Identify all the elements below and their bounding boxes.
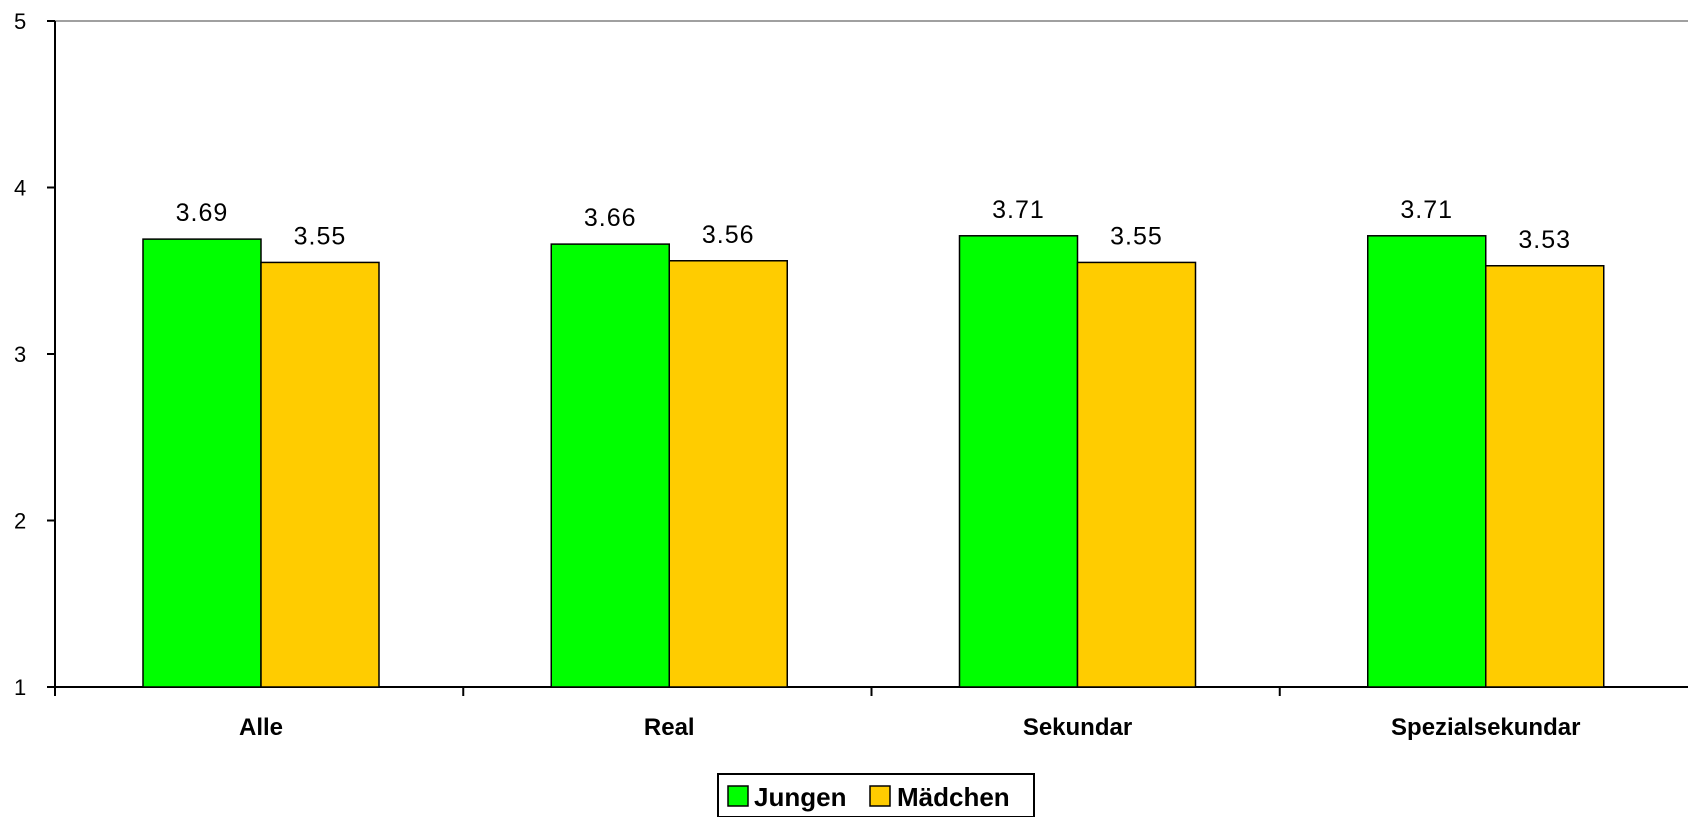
bar-jungen-real xyxy=(550,243,670,688)
x-category-label: Spezialsekundar xyxy=(1391,714,1580,741)
bar-maedchen-alle xyxy=(260,261,380,688)
y-tick-label: 4 xyxy=(14,176,26,201)
data-label: 3.55 xyxy=(1110,222,1163,250)
y-tick-label: 2 xyxy=(14,509,26,534)
data-label: 3.56 xyxy=(702,221,755,249)
legend-label-maedchen: Mädchen xyxy=(897,782,1010,812)
y-tick-label: 5 xyxy=(14,9,26,34)
x-category-label: Sekundar xyxy=(1023,714,1132,741)
data-label: 3.66 xyxy=(584,204,637,232)
legend: Jungen Mädchen xyxy=(717,773,1035,817)
data-label: 3.71 xyxy=(1400,196,1453,224)
y-tick-label: 3 xyxy=(14,342,26,367)
legend-label-jungen: Jungen xyxy=(754,782,846,812)
bar-jungen-sekundar xyxy=(958,235,1079,688)
y-ticks: 1 2 3 4 5 xyxy=(14,9,55,700)
bar-jungen-alle xyxy=(142,238,262,688)
legend-swatch-maedchen xyxy=(869,785,891,807)
bars xyxy=(142,235,1605,688)
data-label: 3.71 xyxy=(992,196,1045,224)
bar-maedchen-spezialsekundar xyxy=(1485,265,1605,688)
x-category-label: Real xyxy=(644,714,695,741)
x-category-label: Alle xyxy=(239,714,283,741)
data-label: 3.55 xyxy=(294,222,347,250)
data-label: 3.69 xyxy=(176,199,229,227)
legend-swatch-jungen xyxy=(727,785,749,807)
bar-jungen-spezialsekundar xyxy=(1367,235,1487,688)
data-labels: 3.69 3.66 3.71 3.71 3.55 3.56 3.55 3.53 xyxy=(176,196,1571,254)
bar-maedchen-real xyxy=(668,260,788,688)
bar-maedchen-sekundar xyxy=(1076,261,1197,688)
x-ticks: Alle Real Sekundar Spezialsekundar xyxy=(54,687,1580,741)
data-label: 3.53 xyxy=(1518,226,1571,254)
y-tick-label: 1 xyxy=(14,675,26,700)
